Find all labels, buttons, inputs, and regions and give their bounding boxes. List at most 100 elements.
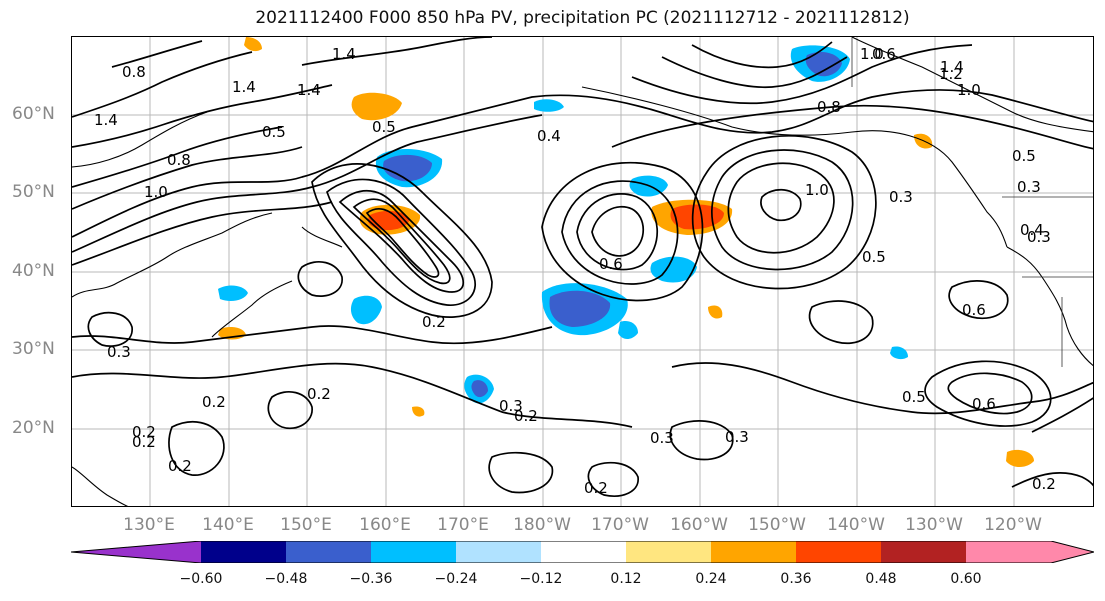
coastlines: [72, 37, 1093, 506]
graticule: [72, 37, 1093, 506]
pv-contour-line: [111, 40, 203, 68]
contour-label: 1.4: [940, 58, 964, 76]
lon-label-160w: 160°W: [670, 515, 728, 535]
pv-contour-line: [72, 89, 1093, 238]
contour-label: 0.2: [584, 479, 608, 497]
lon-label-130e: 130°E: [123, 515, 175, 535]
pv-contour-line: [691, 135, 877, 290]
contour-label: 0.2: [1032, 475, 1056, 493]
contour-label: 0.6: [972, 395, 996, 413]
precip-positive-blob: [1006, 449, 1034, 467]
contour-label: 0.8: [167, 151, 191, 169]
lon-label-170e: 170°E: [437, 515, 489, 535]
precip-positive-blob: [244, 37, 262, 52]
lon-label-130w: 130°W: [905, 515, 963, 535]
colorbar: [70, 540, 1095, 564]
contour-label: 0.6: [962, 301, 986, 319]
pv-contour-line: [72, 362, 633, 428]
colorbar-swatch: [966, 541, 1051, 563]
colorbar-extend-high: [1051, 541, 1094, 563]
pv-contour-line: [1011, 472, 1093, 488]
contour-label: 0.2: [168, 457, 192, 475]
contour-label: 0.2: [132, 433, 156, 451]
pv-contour-line: [671, 362, 1093, 415]
lat-label-50n: 50°N: [12, 182, 55, 202]
map-panel: 1.4 0.8 1.4 0.8 1.4 1.4 0.5 1.0 0.5 0.4 …: [71, 36, 1094, 507]
pv-contour-line: [338, 189, 465, 293]
pv-contour-line: [947, 372, 1033, 415]
precip-negative-blob: [534, 99, 564, 112]
colorbar-swatch: [456, 541, 541, 563]
map-title: 2021112400 F000 850 hPa PV, precipitatio…: [255, 8, 910, 28]
contour-label: 0.6: [872, 45, 896, 63]
contour-label: 0.2: [202, 393, 226, 411]
contour-label: 1.4: [332, 45, 356, 63]
contour-label: 0.3: [499, 397, 523, 415]
pv-contour-line: [326, 178, 476, 306]
colorbar-svg: [70, 540, 1095, 564]
contour-label: 0.2: [514, 407, 538, 425]
contour-label: 1.4: [297, 81, 321, 99]
lon-label-180w: 180°W: [513, 515, 571, 535]
pv-contour-line: [691, 41, 833, 69]
pv-contour-line: [711, 149, 854, 271]
colorbar-tick: 0.36: [780, 571, 812, 587]
pv-contour-line: [631, 44, 973, 105]
precip-negative-core: [805, 51, 842, 77]
lon-label-160e: 160°E: [359, 515, 411, 535]
contour-label: 0.2: [422, 313, 446, 331]
contour-label: 1.0: [957, 81, 981, 99]
colorbar-tick: 0.24: [695, 571, 727, 587]
contour-label: 0.3: [1017, 178, 1041, 196]
contour-label: 1.0: [860, 45, 884, 63]
contour-label: 0.4: [1020, 221, 1044, 239]
colorbar-swatch: [711, 541, 796, 563]
pv-contour-line: [301, 37, 493, 66]
colorbar-tick: −0.36: [349, 571, 393, 587]
contour-label: 1.0: [144, 183, 168, 201]
colorbar-tick: 0.60: [950, 571, 982, 587]
precip-positive-blob: [412, 406, 425, 417]
precip-negative-blob: [218, 285, 248, 301]
pv-contour-line: [661, 56, 848, 89]
colorbar-tick: −0.12: [519, 571, 563, 587]
contour-label: 0.3: [725, 428, 749, 446]
lat-label-60n: 60°N: [12, 104, 55, 124]
pv-contour-line: [591, 205, 645, 257]
lon-label-170w: 170°W: [591, 515, 649, 535]
pv-contour-line: [72, 114, 543, 253]
pv-contour-line: [727, 162, 835, 254]
precip-negative-core: [471, 380, 488, 398]
contour-label: 0.2: [307, 385, 331, 403]
contour-label: 0.3: [650, 429, 674, 447]
colorbar-swatch: [541, 541, 626, 563]
contour-label: 1.4: [232, 78, 256, 96]
pv-contour-line: [365, 208, 440, 278]
contour-label: 0.5: [372, 118, 396, 136]
colorbar-swatch: [201, 541, 286, 563]
contour-label: 0.8: [122, 63, 146, 81]
pv-contour-line: [924, 360, 1052, 427]
colorbar-extend-low: [71, 541, 201, 563]
contour-label: 1.0: [805, 181, 829, 199]
pv-contour-line: [1031, 397, 1093, 433]
pv-contour-line: [168, 420, 225, 476]
pv-contours: [72, 37, 1093, 497]
borders: [851, 37, 1093, 367]
lat-label-20n: 20°N: [12, 418, 55, 438]
colorbar-swatch: [796, 541, 881, 563]
contour-label: 1.2: [939, 65, 963, 83]
pv-contour-line: [297, 260, 343, 297]
pv-contour-line: [72, 201, 333, 266]
pv-contour-line: [948, 280, 1009, 320]
pv-contour-line: [87, 311, 133, 347]
pv-contour-line: [267, 390, 313, 430]
colorbar-tick: 0.48: [865, 571, 897, 587]
pv-contour-line: [611, 104, 1093, 150]
pv-contour-line: [352, 198, 451, 285]
pv-contour-line: [72, 84, 333, 148]
colorbar-tick: −0.24: [434, 571, 478, 587]
lon-label-140e: 140°E: [202, 515, 254, 535]
contour-label: 0.5: [1012, 147, 1036, 165]
colorbar-tick: 0.12: [610, 571, 642, 587]
